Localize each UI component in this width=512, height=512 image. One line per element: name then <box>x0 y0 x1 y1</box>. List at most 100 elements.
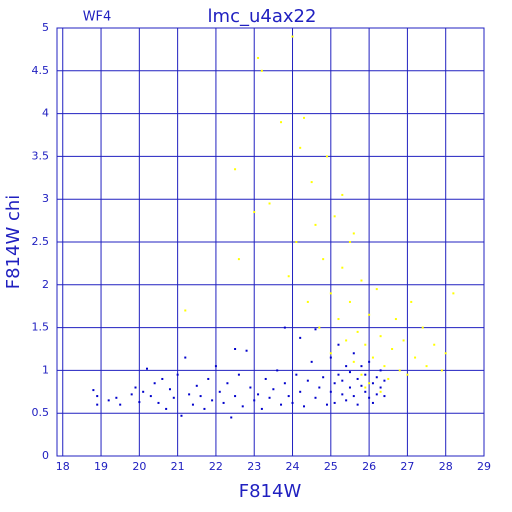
x-tick-label: 28 <box>439 460 453 473</box>
point <box>402 339 405 342</box>
chart-subtitle: WF4 <box>83 10 112 25</box>
point <box>161 377 164 380</box>
point <box>329 352 332 355</box>
point <box>138 401 141 404</box>
point <box>341 393 344 396</box>
point <box>115 396 118 399</box>
point <box>264 377 267 380</box>
x-tick-label: 26 <box>362 460 376 473</box>
y-axis-label: F814W chi <box>3 195 24 290</box>
point <box>241 405 244 408</box>
x-tick-label: 25 <box>324 460 338 473</box>
point <box>341 379 344 382</box>
point <box>322 376 325 379</box>
point <box>165 407 168 410</box>
point <box>352 352 355 355</box>
x-axis-label: F814W <box>239 481 302 502</box>
point <box>211 399 214 402</box>
point <box>176 373 179 376</box>
point <box>188 393 191 396</box>
point <box>352 232 355 235</box>
point <box>345 365 348 368</box>
point <box>337 318 340 321</box>
point <box>168 388 171 391</box>
point <box>303 405 306 408</box>
point <box>333 382 336 385</box>
point <box>314 223 317 226</box>
point <box>341 193 344 196</box>
y-tick-label: 1.5 <box>32 321 50 334</box>
point <box>329 292 332 295</box>
point <box>96 403 99 406</box>
point <box>379 335 382 338</box>
point <box>433 343 436 346</box>
point <box>337 373 340 376</box>
point <box>406 373 409 376</box>
point <box>295 241 298 243</box>
y-tick-label: 2.5 <box>32 235 50 248</box>
x-tick-label: 20 <box>132 460 146 473</box>
point <box>130 393 133 396</box>
point <box>314 328 317 331</box>
point <box>352 360 355 363</box>
point <box>345 399 348 402</box>
point <box>234 395 237 398</box>
point <box>383 379 386 382</box>
x-tick-label: 22 <box>209 460 223 473</box>
y-tick-label: 3.5 <box>32 149 50 162</box>
y-tick-label: 2 <box>42 278 49 291</box>
point <box>306 379 309 382</box>
point <box>172 396 175 399</box>
point <box>268 396 271 399</box>
point <box>222 401 225 404</box>
point <box>134 386 137 389</box>
x-tick-label: 29 <box>477 460 491 473</box>
point <box>299 390 302 393</box>
point <box>145 367 148 370</box>
x-tick-label: 18 <box>56 460 70 473</box>
point <box>379 386 382 389</box>
point <box>268 202 271 205</box>
point <box>329 356 332 359</box>
point <box>184 356 187 359</box>
point <box>356 330 359 333</box>
point <box>299 336 302 339</box>
point <box>249 386 252 389</box>
x-tick-label: 27 <box>400 460 414 473</box>
point <box>149 395 152 398</box>
point <box>368 382 371 385</box>
y-tick-label: 0 <box>42 449 49 462</box>
chart-title: lmc_u4ax22 <box>208 6 317 27</box>
point <box>96 395 99 398</box>
point <box>295 373 298 376</box>
point <box>345 339 348 342</box>
point <box>440 369 443 372</box>
point <box>184 309 187 312</box>
point <box>260 407 263 410</box>
point <box>360 373 363 376</box>
point <box>325 155 328 158</box>
point <box>356 377 359 380</box>
point <box>398 369 401 372</box>
point <box>444 352 447 355</box>
x-tick-label: 19 <box>94 460 108 473</box>
point <box>375 288 378 291</box>
point <box>283 326 286 329</box>
y-tick-label: 4.5 <box>32 64 50 77</box>
point <box>142 390 145 393</box>
point <box>371 382 374 385</box>
point <box>333 401 336 404</box>
point <box>257 56 260 59</box>
y-tick-label: 4 <box>42 107 49 120</box>
point <box>333 215 336 218</box>
point <box>394 318 397 321</box>
point <box>214 365 217 368</box>
point <box>348 386 351 389</box>
point <box>368 313 371 316</box>
point <box>153 382 156 385</box>
point <box>360 384 363 387</box>
y-tick-label: 3 <box>42 192 49 205</box>
point <box>291 35 294 38</box>
point <box>337 343 340 346</box>
